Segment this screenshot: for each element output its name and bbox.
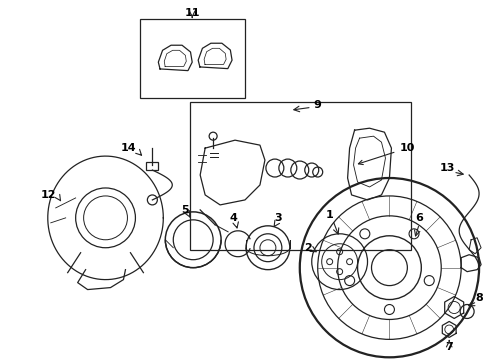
Bar (147, 162, 158, 170)
Text: 1: 1 (326, 210, 334, 220)
Text: 10: 10 (358, 143, 415, 165)
Text: 13: 13 (440, 163, 455, 173)
Text: 8: 8 (475, 293, 483, 302)
Text: 9: 9 (314, 100, 321, 110)
Text: 4: 4 (229, 213, 237, 223)
Bar (190, 102, 412, 250)
Text: 2: 2 (304, 243, 312, 253)
Text: 14: 14 (121, 143, 136, 153)
Text: 6: 6 (416, 213, 423, 223)
Text: 11: 11 (184, 8, 200, 18)
Text: 3: 3 (274, 213, 282, 223)
Text: 5: 5 (181, 205, 189, 215)
Text: 7: 7 (445, 342, 453, 352)
Text: 12: 12 (41, 190, 56, 200)
Bar (141, 19, 245, 98)
